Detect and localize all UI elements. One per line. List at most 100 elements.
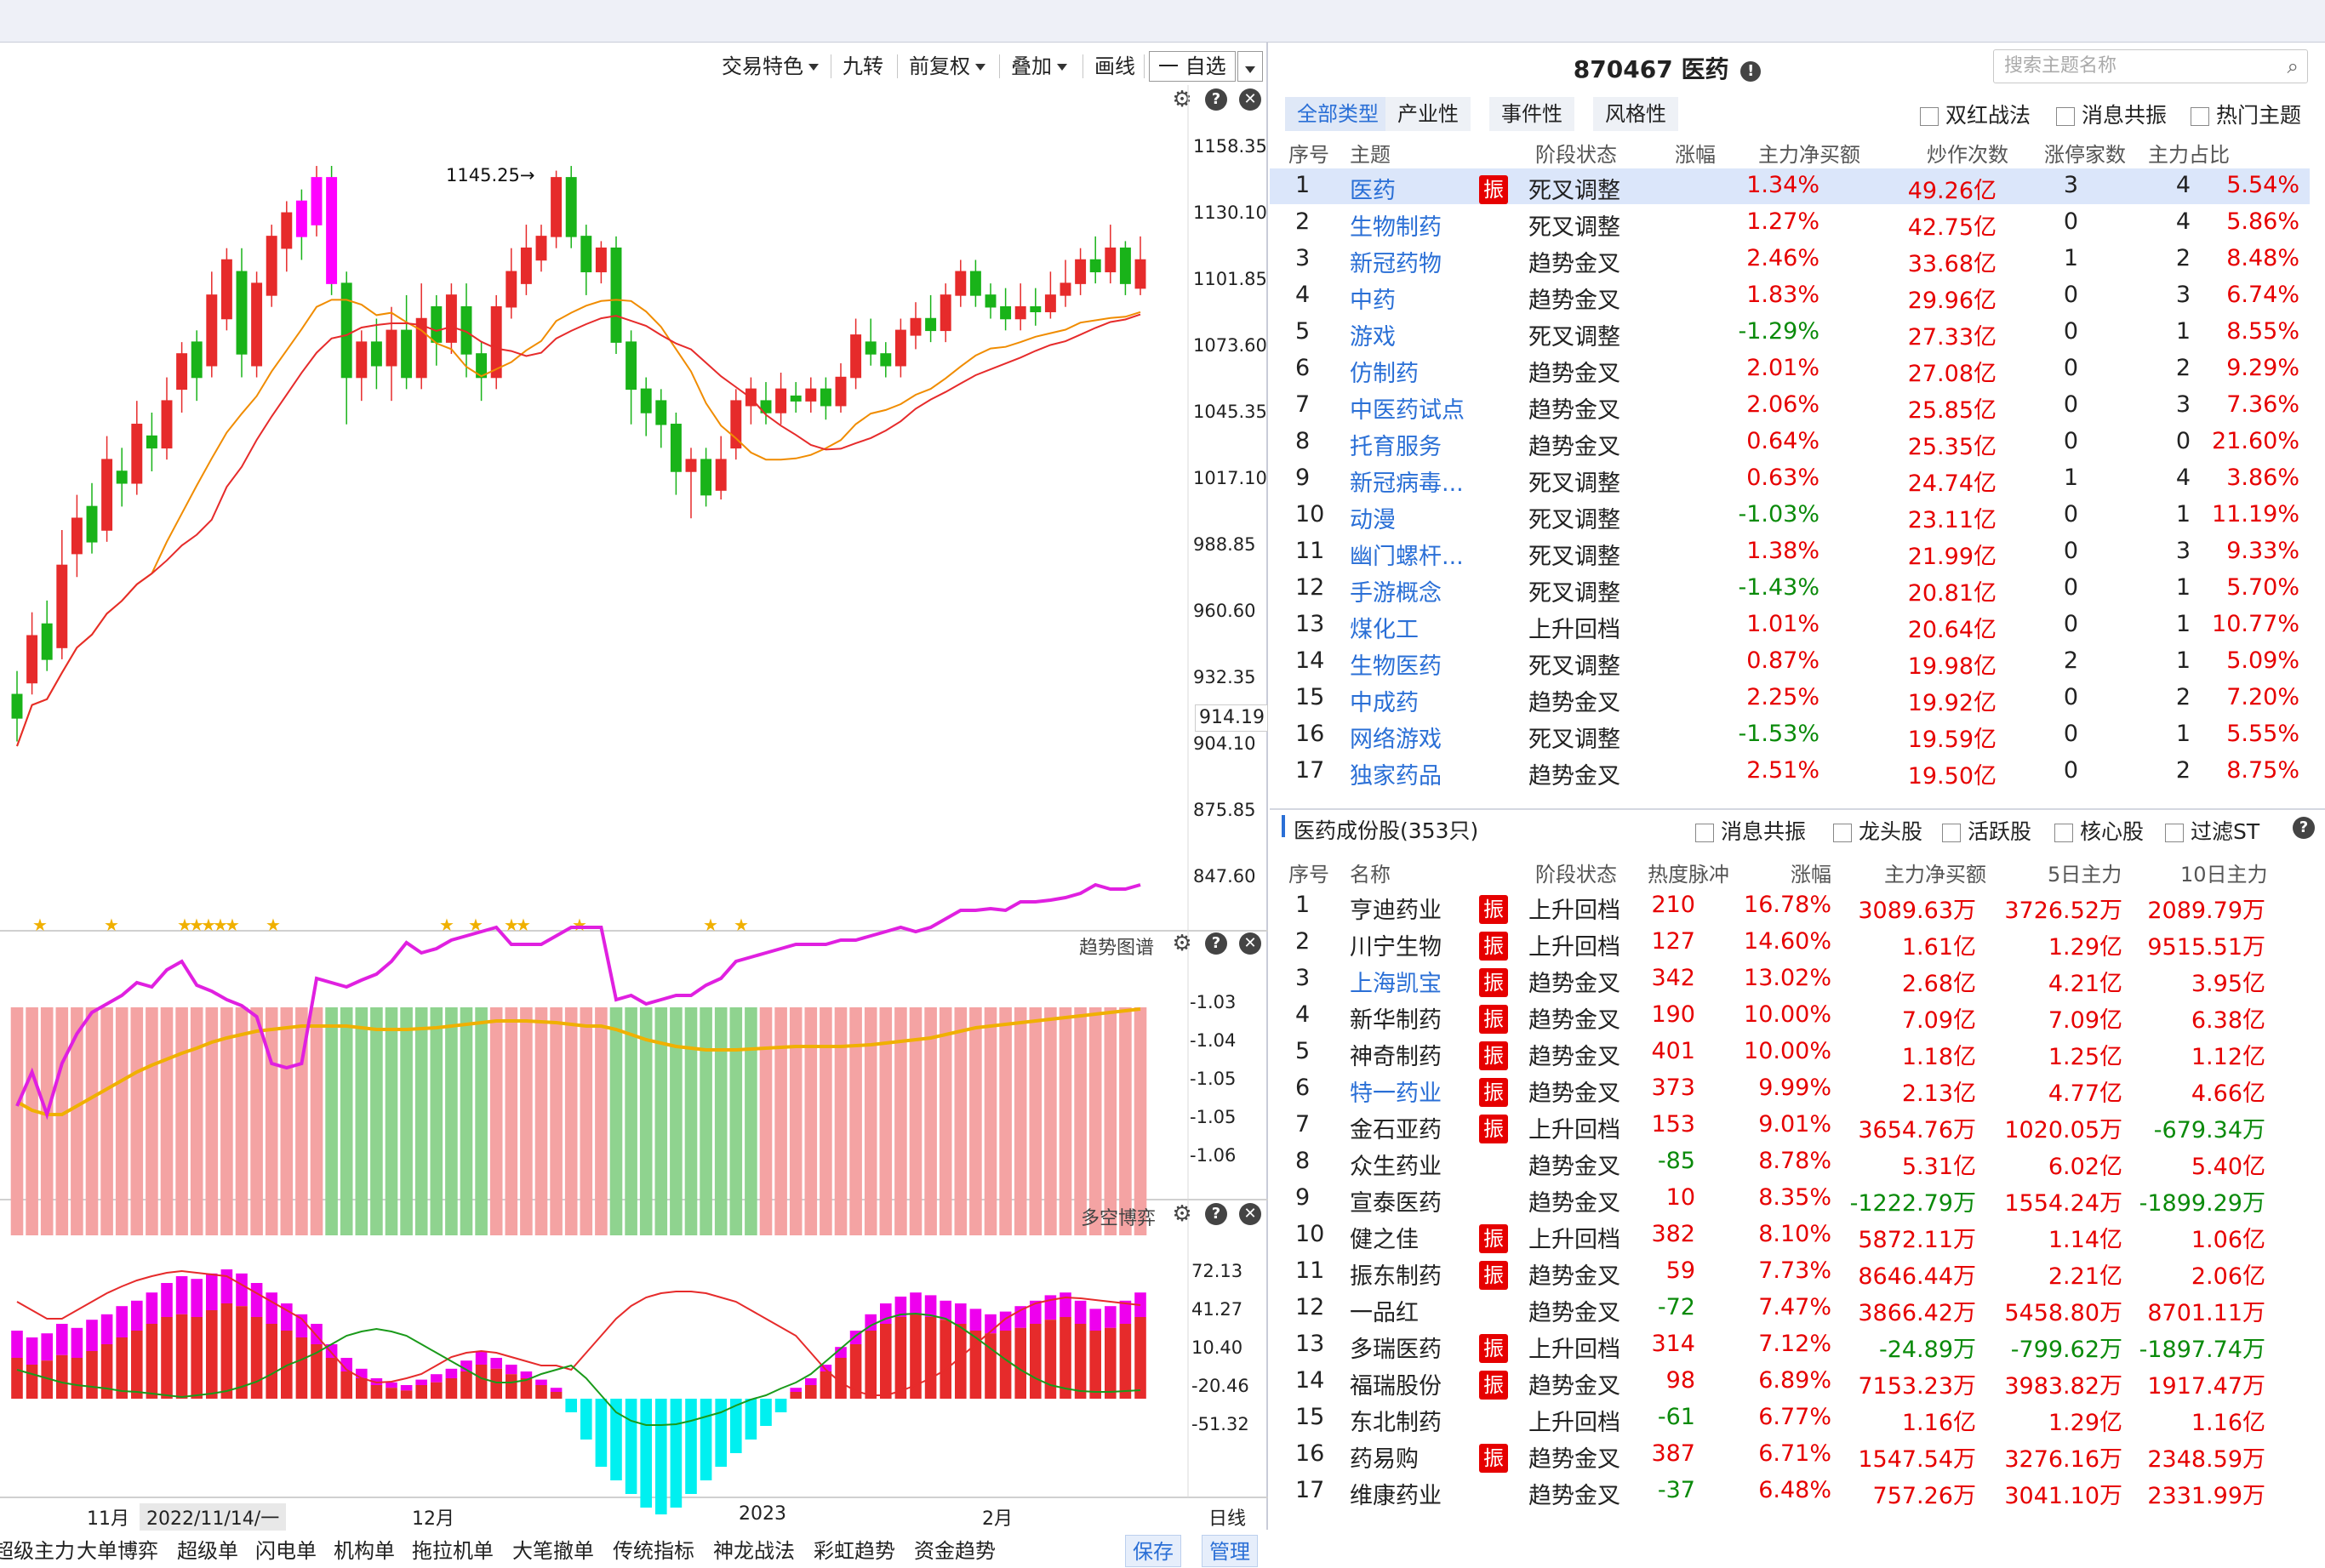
- indicator-tab[interactable]: 大笔撤单: [512, 1539, 594, 1563]
- stock-column-header[interactable]: 10日主力: [2180, 863, 2268, 887]
- stock-filter-checkbox[interactable]: 核心股: [2054, 815, 2144, 846]
- stock-filter-checkbox[interactable]: 活跃股: [1942, 815, 2031, 846]
- theme-search-input[interactable]: 搜索主题名称 ⌕: [1993, 49, 2308, 83]
- stock-row[interactable]: 6 特一药业 趋势金叉 373 9.99% 2.13亿 4.77亿 4.66亿 振: [1270, 1075, 2310, 1111]
- self-select-button[interactable]: 一 自选: [1149, 51, 1236, 82]
- stock-row[interactable]: 16 药易购 趋势金叉 387 6.71% 1547.54万 3276.16万 2348.59…: [1270, 1440, 2310, 1477]
- checkbox-icon[interactable]: [1920, 107, 1939, 126]
- theme-row[interactable]: 3 新冠药物 趋势金叉 2.46% 33.68亿 1 2 8.48%: [1270, 245, 2310, 282]
- theme-row[interactable]: 4 中药 趋势金叉 1.83% 29.96亿 0 3 6.74%: [1270, 282, 2310, 318]
- theme-row[interactable]: 17 独家药品 趋势金叉 2.51% 19.50亿 0 2 8.75%: [1270, 757, 2310, 794]
- stock-row[interactable]: 3 上海凯宝 趋势金叉 342 13.02% 2.68亿 4.21亿 3.95亿 振: [1270, 965, 2310, 1001]
- indicator-tab[interactable]: 超级单: [177, 1539, 238, 1563]
- gear-icon[interactable]: ⚙: [1172, 1201, 1192, 1227]
- checkbox-icon[interactable]: [1942, 824, 1961, 842]
- self-select-dropdown[interactable]: [1237, 51, 1263, 82]
- stock-row[interactable]: 10 健之佳 上升回档 382 8.10% 5872.11万 1.14亿 1.06亿 振: [1270, 1221, 2310, 1257]
- theme-tab[interactable]: 产业性: [1385, 97, 1471, 131]
- stock-filter-checkbox[interactable]: 龙头股: [1833, 815, 1922, 846]
- stock-row[interactable]: 13 多瑞医药 上升回档 314 7.12% -24.89万 -799.62万 -1897.7…: [1270, 1331, 2310, 1367]
- stock-column-header[interactable]: 热度脉冲: [1648, 863, 1729, 887]
- theme-row[interactable]: 15 中成药 趋势金叉 2.25% 19.92亿 0 2 7.20%: [1270, 684, 2310, 721]
- gear-icon[interactable]: ⚙: [1172, 87, 1192, 112]
- theme-tab[interactable]: 全部类型: [1285, 97, 1391, 131]
- theme-tab[interactable]: 事件性: [1489, 97, 1574, 131]
- theme-row[interactable]: 9 新冠病毒... 死叉调整 0.63% 24.74亿 1 4 3.86%: [1270, 465, 2310, 501]
- theme-row[interactable]: 13 煤化工 上升回档 1.01% 20.64亿 0 1 10.77%: [1270, 611, 2310, 647]
- stock-filter-checkbox[interactable]: 过滤ST: [2165, 815, 2259, 846]
- stock-row[interactable]: 14 福瑞股份 趋势金叉 98 6.89% 7153.23万 3983.82万 1917.47…: [1270, 1367, 2310, 1404]
- stock-row[interactable]: 17 维康药业 趋势金叉 -37 6.48% 757.26万 3041.10万 2331.99…: [1270, 1477, 2310, 1514]
- help-icon[interactable]: ?: [2293, 817, 2315, 839]
- stock-row[interactable]: 2 川宁生物 上升回档 127 14.60% 1.61亿 1.29亿 9515.51万 振: [1270, 928, 2310, 965]
- close-icon[interactable]: ✕: [1239, 932, 1261, 955]
- theme-row[interactable]: 6 仿制药 趋势金叉 2.01% 27.08亿 0 2 9.29%: [1270, 355, 2310, 391]
- period-button[interactable]: 日线: [1208, 1508, 1247, 1530]
- info-icon[interactable]: !: [1740, 61, 1762, 82]
- theme-row[interactable]: 11 幽门螺杆... 死叉调整 1.38% 21.99亿 0 3 9.33%: [1270, 538, 2310, 574]
- theme-row[interactable]: 14 生物医药 死叉调整 0.87% 19.98亿 2 1 5.09%: [1270, 647, 2310, 684]
- indicator-tab[interactable]: 资金趋势: [914, 1539, 996, 1563]
- indicator-tab[interactable]: 大单博弈: [77, 1539, 158, 1563]
- theme-column-header[interactable]: 阶段状态: [1535, 143, 1617, 167]
- indicator-tab[interactable]: 拖拉机单: [412, 1539, 494, 1563]
- stock-row[interactable]: 1 亨迪药业 上升回档 210 16.78% 3089.63万 3726.52万 2089.7…: [1270, 892, 2310, 928]
- stock-row[interactable]: 4 新华制药 趋势金叉 190 10.00% 7.09亿 7.09亿 6.38亿 振: [1270, 1001, 2310, 1038]
- help-icon[interactable]: ?: [1205, 88, 1227, 111]
- checkbox-icon[interactable]: [2054, 824, 2073, 842]
- checkbox-icon[interactable]: [2191, 107, 2209, 126]
- theme-row[interactable]: 7 中医药试点 趋势金叉 2.06% 25.85亿 0 3 7.36%: [1270, 391, 2310, 428]
- close-icon[interactable]: ✕: [1239, 88, 1261, 111]
- theme-row[interactable]: 2 生物制药 死叉调整 1.27% 42.75亿 0 4 5.86%: [1270, 208, 2310, 245]
- checkbox-icon[interactable]: [1695, 824, 1714, 842]
- manage-button[interactable]: 管理: [1202, 1535, 1258, 1567]
- theme-column-header[interactable]: 序号: [1288, 143, 1329, 167]
- help-icon[interactable]: ?: [1205, 1203, 1227, 1225]
- indicator-tab[interactable]: 传统指标: [613, 1539, 694, 1563]
- theme-row[interactable]: 5 游戏 死叉调整 -1.29% 27.33亿 0 1 8.55%: [1270, 318, 2310, 355]
- kline-chart[interactable]: ★ ★ ★★★★★ ★ ★ ★ ★★ ★ ★ ★: [0, 43, 1268, 1530]
- close-icon[interactable]: ✕: [1239, 1203, 1261, 1225]
- theme-column-header[interactable]: 主题: [1350, 143, 1391, 167]
- gear-icon[interactable]: ⚙: [1172, 931, 1192, 956]
- help-icon[interactable]: ?: [1205, 932, 1227, 955]
- stock-row[interactable]: 15 东北制药 上升回档 -61 6.77% 1.16亿 1.29亿 1.16亿: [1270, 1404, 2310, 1440]
- stock-column-header[interactable]: 名称: [1350, 863, 1391, 887]
- stock-column-header[interactable]: 主力净买额: [1884, 863, 1986, 887]
- overlay-menu[interactable]: 叠加: [1006, 49, 1072, 83]
- theme-filter-checkbox[interactable]: 双红战法: [1920, 99, 2031, 129]
- nine-turn-button[interactable]: 九转: [843, 54, 883, 78]
- stock-row[interactable]: 7 金石亚药 上升回档 153 9.01% 3654.76万 1020.05万 -679.34…: [1270, 1111, 2310, 1148]
- indicator-tab[interactable]: 彩虹趋势: [814, 1539, 895, 1563]
- theme-column-header[interactable]: 主力占比: [2148, 143, 2230, 167]
- stock-row[interactable]: 5 神奇制药 趋势金叉 401 10.00% 1.18亿 1.25亿 1.12亿 振: [1270, 1038, 2310, 1075]
- pre-adjust-menu[interactable]: 前复权: [904, 49, 991, 83]
- stock-column-header[interactable]: 涨幅: [1791, 863, 1831, 887]
- trade-feature-menu[interactable]: 交易特色: [717, 49, 824, 83]
- checkbox-icon[interactable]: [2165, 824, 2184, 842]
- theme-row[interactable]: 8 托育服务 趋势金叉 0.64% 25.35亿 0 0 21.60%: [1270, 428, 2310, 465]
- theme-filter-checkbox[interactable]: 热门主题: [2191, 99, 2301, 129]
- draw-button[interactable]: 画线: [1094, 54, 1135, 78]
- stock-column-header[interactable]: 5日主力: [2048, 863, 2122, 887]
- theme-column-header[interactable]: 涨幅: [1675, 143, 1716, 167]
- stock-row[interactable]: 8 众生药业 趋势金叉 -85 8.78% 5.31亿 6.02亿 5.40亿: [1270, 1148, 2310, 1184]
- theme-column-header[interactable]: 涨停家数: [2044, 143, 2126, 167]
- stock-column-header[interactable]: 阶段状态: [1535, 863, 1617, 887]
- theme-column-header[interactable]: 炒作次数: [1927, 143, 2008, 167]
- theme-row[interactable]: 10 动漫 死叉调整 -1.03% 23.11亿 0 1 11.19%: [1270, 501, 2310, 538]
- stock-column-header[interactable]: 序号: [1288, 863, 1329, 887]
- theme-tab[interactable]: 风格性: [1593, 97, 1678, 131]
- theme-row[interactable]: 1 医药 死叉调整 1.34% 49.26亿 3 4 5.54% 振: [1270, 172, 2310, 208]
- stock-row[interactable]: 9 宣泰医药 趋势金叉 10 8.35% -1222.79万 1554.24万 -1899.2…: [1270, 1184, 2310, 1221]
- theme-row[interactable]: 16 网络游戏 死叉调整 -1.53% 19.59亿 0 1 5.55%: [1270, 721, 2310, 757]
- indicator-tab[interactable]: 机构单: [334, 1539, 395, 1563]
- stock-filter-checkbox[interactable]: 消息共振: [1695, 815, 1806, 846]
- indicator-tab[interactable]: 神龙战法: [713, 1539, 795, 1563]
- search-icon[interactable]: ⌕: [2287, 54, 2299, 78]
- theme-row[interactable]: 12 手游概念 死叉调整 -1.43% 20.81亿 0 1 5.70%: [1270, 574, 2310, 611]
- stock-row[interactable]: 11 振东制药 趋势金叉 59 7.73% 8646.44万 2.21亿 2.06亿 振: [1270, 1257, 2310, 1294]
- theme-column-header[interactable]: 主力净买额: [1758, 143, 1860, 167]
- checkbox-icon[interactable]: [1833, 824, 1852, 842]
- theme-filter-checkbox[interactable]: 消息共振: [2056, 99, 2167, 129]
